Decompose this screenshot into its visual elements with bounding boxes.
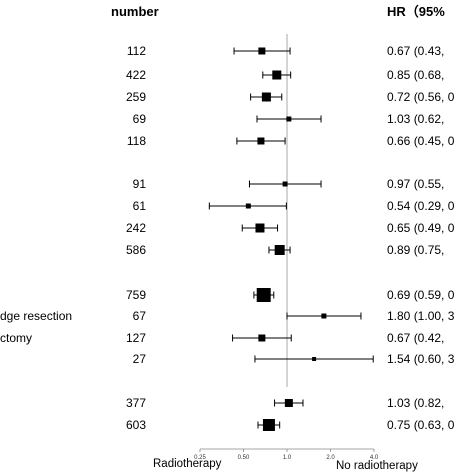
forest-row: ctomy 127 0.67 (0.42, (0, 331, 450, 345)
hr-ci-value: 0.97 (0.55, (387, 177, 450, 191)
hr-point (257, 137, 265, 145)
forest-row: 69 1.03 (0.62, (133, 112, 450, 126)
forest-row: 91 0.97 (0.55, (133, 177, 450, 191)
subgroup-label: ctomy (0, 331, 32, 345)
hr-ci-value: 0.72 (0.56, 0 (387, 90, 455, 104)
hr-point (255, 223, 265, 233)
hr-point (274, 245, 285, 255)
x-tick-label: 0.50 (238, 455, 250, 461)
hr-ci-value: 0.65 (0.49, 0 (387, 221, 455, 235)
hr-ci-value: 1.80 (1.00, 3 (387, 309, 455, 323)
forest-row: 377 1.03 (0.82, (126, 396, 450, 410)
row-number: 759 (126, 288, 146, 302)
forest-row: 586 0.89 (0.75, (126, 243, 450, 257)
forest-row: 259 0.72 (0.56, 0 (126, 90, 455, 104)
x-axis: 0.25 0.50 1.0 2.0 4.0 (194, 448, 379, 461)
hr-point (284, 399, 293, 407)
hr-point (272, 70, 282, 80)
hr-ci-value: 0.54 (0.29, 0 (387, 199, 455, 213)
row-number: 61 (133, 199, 147, 213)
row-number: 377 (126, 396, 146, 410)
hr-point (286, 116, 292, 122)
hr-point (245, 203, 251, 209)
hr-point (261, 92, 271, 102)
hr-ci-value: 0.67 (0.43, (387, 44, 450, 58)
hr-column-header: HR（95% (387, 4, 445, 19)
hr-ci-value: 0.89 (0.75, (387, 243, 450, 257)
row-number: 27 (133, 352, 147, 366)
forest-row: dge resection 67 1.80 (1.00, 3 (0, 309, 455, 323)
x-tick-label: 1.0 (283, 455, 292, 461)
hr-ci-value: 0.85 (0.68, (387, 68, 450, 82)
hr-ci-value: 0.75 (0.63, 0 (387, 418, 455, 432)
row-number: 586 (126, 243, 146, 257)
row-number: 118 (127, 134, 146, 148)
hr-point (256, 288, 271, 302)
row-number: 259 (126, 90, 146, 104)
hr-ci-value: 0.69 (0.59, 0 (387, 288, 455, 302)
subgroup-label: dge resection (0, 309, 72, 323)
hr-point (282, 181, 288, 187)
hr-ci-value: 0.66 (0.45, 0 (387, 134, 455, 148)
forest-row: 603 0.75 (0.63, 0 (126, 418, 455, 432)
hr-point (321, 313, 327, 319)
hr-ci-value: 1.03 (0.82, (387, 396, 450, 410)
hr-point (258, 47, 266, 55)
hr-point (312, 357, 317, 361)
hr-point (262, 419, 275, 431)
hr-ci-value: 1.54 (0.60, 3 (387, 352, 455, 366)
row-number: 242 (126, 221, 146, 235)
radiotherapy-label: Radiotherapy (153, 458, 222, 470)
row-number: 603 (126, 418, 146, 432)
row-number: 67 (133, 309, 147, 323)
row-number: 91 (133, 177, 147, 191)
rows-layer: 112 0.67 (0.43, 422 0.85 (0.68, 259 0.72 (0… (0, 44, 455, 432)
hr-ci-value: 0.67 (0.42, (387, 331, 450, 345)
forest-row: 422 0.85 (0.68, (126, 68, 450, 82)
x-tick-label: 4.0 (370, 455, 379, 461)
forest-row: 242 0.65 (0.49, 0 (126, 221, 455, 235)
x-tick-label: 0.25 (194, 455, 206, 461)
hr-point (258, 334, 266, 342)
forest-row: 61 0.54 (0.29, 0 (133, 199, 455, 213)
row-number: 69 (133, 112, 147, 126)
hr-ci-value: 1.03 (0.62, (387, 112, 450, 126)
row-number: 422 (126, 68, 146, 82)
no-radiotherapy-label: No radiotherapy (336, 460, 418, 472)
forest-row: 759 0.69 (0.59, 0 (126, 288, 455, 302)
forest-row: 27 1.54 (0.60, 3 (133, 352, 455, 366)
number-column-header: number (111, 4, 159, 19)
row-number: 127 (126, 331, 146, 345)
x-tick-label: 2.0 (326, 455, 335, 461)
forest-row: 118 0.66 (0.45, 0 (127, 134, 455, 148)
forest-row: 112 0.67 (0.43, (127, 44, 450, 58)
row-number: 112 (127, 44, 146, 58)
